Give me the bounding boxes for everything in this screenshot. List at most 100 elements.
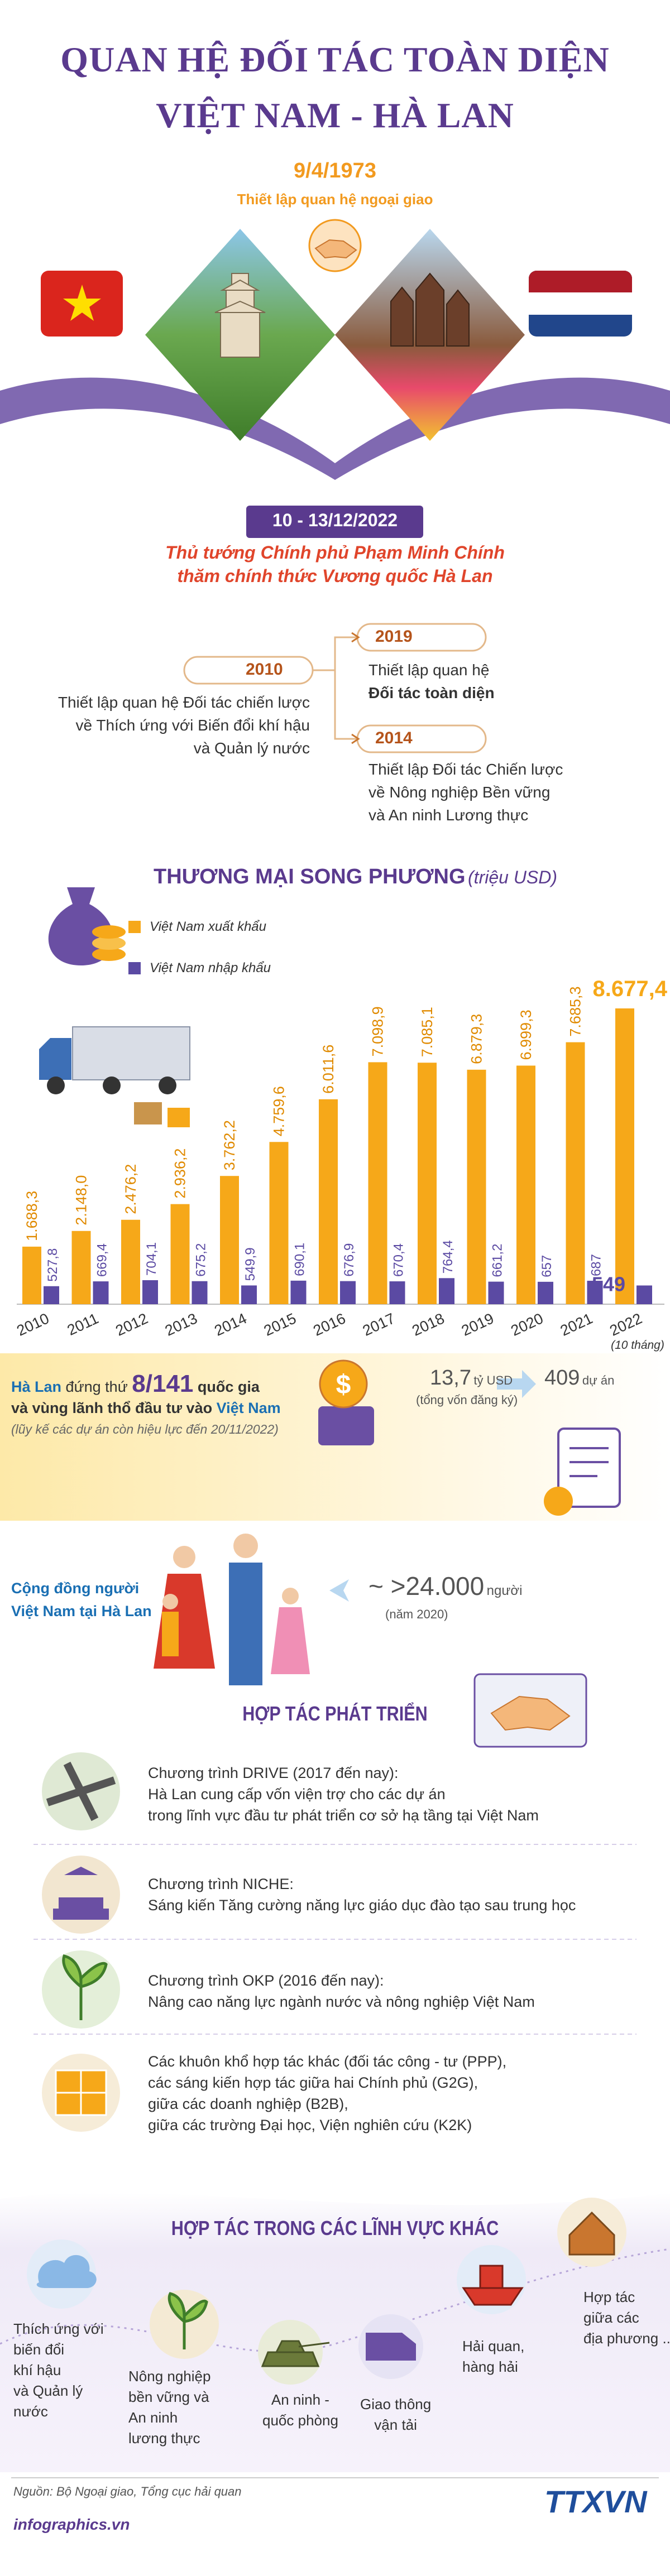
x-tick-label: 2017	[360, 1310, 398, 1339]
house	[568, 2211, 615, 2256]
field-line: Hợp tác	[583, 2289, 635, 2305]
head	[233, 1534, 258, 1558]
field-icons	[27, 2198, 626, 2385]
diplomacy-date: 9/4/1973	[294, 159, 376, 182]
field-line: lương thực	[128, 2430, 200, 2447]
crate	[134, 1102, 162, 1124]
field-label: An ninh - quốc phòng	[262, 2390, 338, 2431]
x-tick-label: 2013	[162, 1310, 200, 1339]
diplomacy-label: Thiết lập quan hệ ngoại giao	[237, 191, 433, 208]
timeline-art	[183, 623, 487, 753]
title: VIỆT NAM - HÀ LAN	[156, 95, 514, 135]
site: infographics.vn	[13, 2516, 130, 2533]
field-label: Giao thông vận tải	[360, 2394, 431, 2435]
investment-text: và vùng lãnh thổ đầu tư vào	[11, 1400, 213, 1416]
x-tick-label: 2012	[113, 1310, 150, 1339]
x-tick-label: 2014	[212, 1310, 249, 1339]
truck-cab	[39, 1038, 71, 1080]
development-art	[34, 1673, 636, 2132]
import-value-label: 549	[592, 1272, 625, 1295]
import-value-label: 657	[539, 1255, 554, 1277]
community-note: (năm 2020)	[385, 1607, 448, 1621]
import-value-label: 670,4	[391, 1243, 406, 1277]
investment-note: (lũy kế các dự án còn hiệu lực đến 20/11…	[11, 1422, 279, 1436]
ribbon-left	[0, 377, 335, 480]
x-tick-label: 2018	[409, 1310, 447, 1339]
hero-art	[0, 219, 670, 538]
timeline-year: 2014	[375, 729, 413, 747]
export-bar	[269, 1142, 289, 1304]
coin-stack	[318, 1406, 374, 1445]
import-value-label: 661,2	[490, 1244, 505, 1277]
capital-value: 13,7	[430, 1366, 471, 1390]
x-tick-label: 2015	[261, 1310, 299, 1339]
export-value-label: 6.879,3	[468, 1014, 485, 1064]
import-bar	[389, 1281, 405, 1304]
field-label: Hợp tác giữa các địa phương ...	[583, 2287, 670, 2349]
field-label: Hải quan, hàng hải	[462, 2336, 524, 2377]
field-line: An ninh -	[271, 2391, 329, 2408]
timeline-line: về Thích ứng với Biến đổi khí hậu	[75, 717, 310, 734]
section-title: HỢP TÁC TRONG CÁC LĨNH VỰC KHÁC	[171, 2217, 499, 2239]
import-bar	[538, 1281, 553, 1304]
field-line: Thích ứng với	[13, 2320, 104, 2337]
program-line: Chương trình OKP (2016 đến nay):	[148, 1972, 384, 1989]
import-bar	[587, 1281, 603, 1304]
field-line: quốc phòng	[262, 2412, 338, 2429]
export-bar	[319, 1099, 338, 1304]
legend-swatch	[128, 962, 141, 974]
program-line: Chương trình DRIVE (2017 đến nay):	[148, 1765, 399, 1781]
chart-title: THƯƠNG MẠI SONG PHƯƠNG	[154, 865, 466, 888]
investment-line: và vùng lãnh thổ đầu tư vào Việt Nam	[11, 1400, 281, 1417]
import-bar	[44, 1286, 59, 1304]
field-line: An ninh	[128, 2409, 178, 2426]
capital: 13,7 tỷ USD	[430, 1366, 513, 1390]
ribbon-right	[335, 377, 670, 480]
coin	[92, 936, 126, 950]
program-line: giữa các doanh nghiệp (B2B),	[148, 2096, 348, 2112]
dotted-wave	[0, 2248, 670, 2353]
export-bar	[368, 1062, 387, 1304]
investment-text: quốc gia	[197, 1378, 260, 1395]
field-line: vận tải	[374, 2416, 417, 2433]
source: Nguồn: Bộ Ngoại giao, Tổng cục hải quan	[13, 2484, 242, 2498]
projects: 409 dự án	[544, 1366, 614, 1390]
x-tick-label: 2019	[459, 1310, 496, 1339]
dollar-sign: $	[336, 1370, 351, 1400]
export-bar	[121, 1219, 140, 1304]
import-value-label: 549,9	[243, 1247, 258, 1281]
x-tick-label: 2010	[14, 1310, 51, 1339]
export-value-label: 7.085,1	[419, 1007, 436, 1057]
program: Chương trình OKP (2016 đến nay): Nâng ca…	[148, 1970, 535, 2012]
field-line: Giao thông	[360, 2396, 432, 2412]
head	[282, 1588, 299, 1604]
export-value-label: 8.677,4	[593, 977, 668, 1001]
timeline-line: Thiết lập Đối tác Chiến lược	[368, 761, 563, 778]
x-tick-label: 2020	[508, 1310, 545, 1339]
export-value-label: 7.098,9	[370, 1006, 386, 1056]
program-line: Các khuôn khổ hợp tác khác (đối tác công…	[148, 2053, 507, 2070]
books	[53, 1867, 109, 1920]
investment-icons: $	[318, 1359, 621, 1516]
field-line: biến đổi	[13, 2341, 65, 2358]
program: Chương trình DRIVE (2017 đến nay): Hà La…	[148, 1762, 539, 1826]
import-bar	[340, 1281, 356, 1304]
canal-houses	[390, 272, 470, 347]
export-bar	[71, 1231, 91, 1304]
truck-wheel	[47, 1076, 65, 1094]
visit-date: 10 - 13/12/2022	[272, 510, 398, 530]
chart-unit: (triệu USD)	[468, 867, 558, 887]
investment-rank: Hà Lan đứng thứ 8/141 quốc gia	[11, 1370, 260, 1398]
puzzle	[55, 2069, 107, 2116]
family-illustration	[154, 1534, 349, 1685]
export-value-label: 6.999,3	[518, 1010, 534, 1060]
export-bar	[516, 1065, 535, 1304]
program-line: trong lĩnh vực đầu tư phát triển cơ sở h…	[148, 1807, 539, 1824]
export-bar	[170, 1204, 190, 1304]
field-line: Nông nghiệp	[128, 2368, 211, 2385]
pagoda	[214, 273, 266, 358]
field-line: nước	[13, 2403, 48, 2420]
timeline-year: 2010	[246, 660, 283, 679]
